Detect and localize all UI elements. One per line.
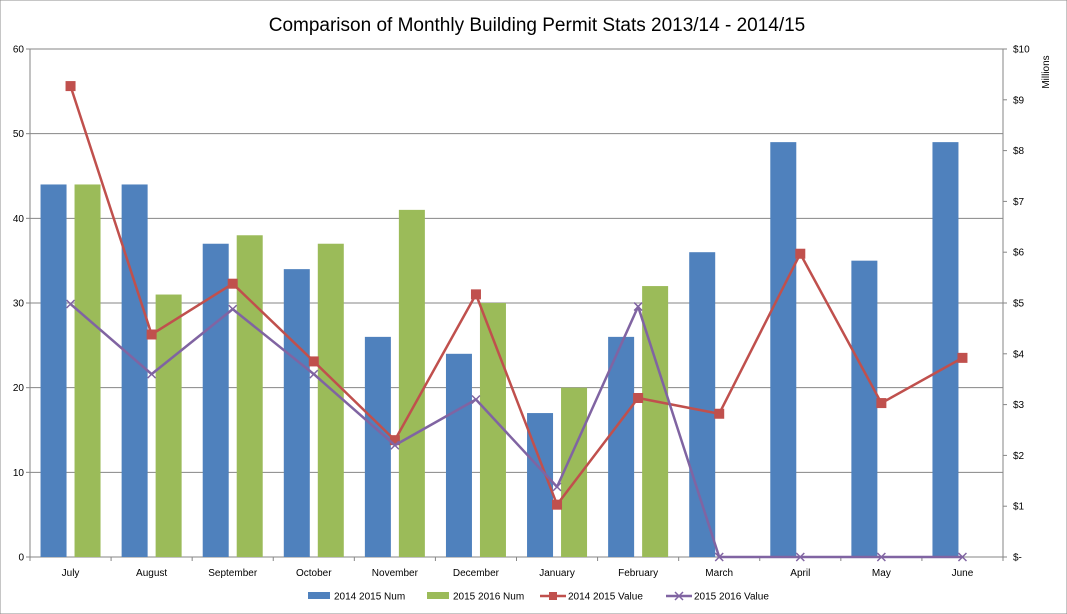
data-point	[66, 299, 76, 309]
data-point	[308, 356, 319, 367]
right-tick-label: $5	[1013, 299, 1025, 310]
data-point	[795, 552, 805, 562]
data-point	[146, 329, 157, 340]
bar	[364, 336, 391, 557]
bar	[155, 294, 182, 557]
data-point	[552, 499, 563, 510]
legend-label: 2015 2016 Value	[694, 592, 769, 603]
data-point	[795, 248, 806, 259]
series-line	[69, 85, 964, 506]
right-axis-title: Millions	[1041, 55, 1052, 88]
left-tick-label: 60	[13, 45, 25, 56]
bar	[40, 184, 67, 557]
bar	[851, 260, 878, 557]
bar	[479, 303, 506, 557]
data-point	[147, 369, 157, 379]
data-point	[309, 369, 319, 379]
lines	[65, 81, 968, 562]
left-tick-label: 10	[13, 468, 25, 479]
bar	[932, 142, 959, 557]
data-point	[65, 81, 76, 92]
legend-label: 2014 2015 Value	[568, 592, 643, 603]
left-tick-label: 40	[13, 214, 25, 225]
data-point	[714, 408, 725, 419]
series-line	[69, 303, 963, 559]
data-point	[957, 352, 968, 363]
bar	[317, 243, 344, 557]
chart-title: Comparison of Monthly Building Permit St…	[269, 15, 806, 36]
category-label: January	[539, 568, 575, 579]
right-tick-label: $6	[1013, 248, 1025, 259]
legend-swatch	[427, 592, 449, 599]
bar	[283, 269, 310, 557]
data-point	[552, 482, 562, 492]
data-point	[390, 440, 400, 450]
data-point	[470, 289, 481, 300]
legend-marker	[549, 592, 557, 600]
right-tick-label: $4	[1013, 349, 1025, 360]
bar	[689, 252, 716, 557]
data-point	[876, 552, 886, 562]
category-label: February	[618, 568, 658, 579]
category-label: September	[208, 568, 258, 579]
bar	[74, 184, 101, 557]
data-point	[633, 392, 644, 403]
right-tick-label: $10	[1013, 45, 1030, 56]
legend: 2014 2015 Num 2015 2016 Num 2014 2015 Valu…	[308, 591, 769, 603]
data-point	[227, 278, 238, 289]
right-y-axis: $- $1 $2 $3 $4 $5 $6 $7 $8 $9 $10	[1002, 45, 1030, 564]
right-tick-label: $7	[1013, 197, 1025, 208]
category-label: December	[453, 568, 500, 579]
data-point	[714, 552, 724, 562]
right-tick-label: $1	[1013, 502, 1025, 513]
category-label: November	[372, 568, 419, 579]
category-label: July	[62, 568, 80, 579]
legend-label: 2014 2015 Num	[334, 592, 405, 603]
category-label: May	[872, 568, 891, 579]
right-tick-label: $9	[1013, 95, 1025, 106]
right-tick-label: $3	[1013, 400, 1025, 411]
category-label: April	[790, 568, 810, 579]
bars	[40, 142, 959, 557]
data-point	[957, 552, 967, 562]
data-point	[633, 302, 643, 312]
legend-swatch	[308, 592, 330, 599]
bar	[202, 243, 229, 557]
bar	[445, 353, 472, 557]
left-tick-label: 0	[18, 553, 24, 564]
bar	[608, 336, 635, 557]
data-point	[389, 435, 400, 446]
bar	[121, 184, 148, 557]
left-tick-label: 30	[13, 299, 25, 310]
right-tick-label: $-	[1013, 553, 1022, 564]
data-point	[471, 394, 481, 405]
category-label: June	[952, 568, 974, 579]
left-y-axis: 0 10 20 30 40 50 60	[13, 45, 31, 564]
category-label: October	[296, 568, 332, 579]
category-label: August	[136, 568, 167, 579]
legend-label: 2015 2016 Num	[453, 592, 524, 603]
legend-marker	[674, 591, 684, 601]
data-point	[228, 304, 238, 314]
data-point	[876, 398, 887, 409]
left-tick-label: 20	[13, 383, 25, 394]
right-tick-label: $8	[1013, 146, 1025, 157]
right-tick-label: $2	[1013, 451, 1025, 462]
category-label: March	[705, 568, 733, 579]
left-tick-label: 50	[13, 129, 25, 140]
bar	[236, 235, 263, 557]
bar	[398, 209, 425, 557]
bar	[642, 286, 669, 557]
bar	[770, 142, 797, 557]
